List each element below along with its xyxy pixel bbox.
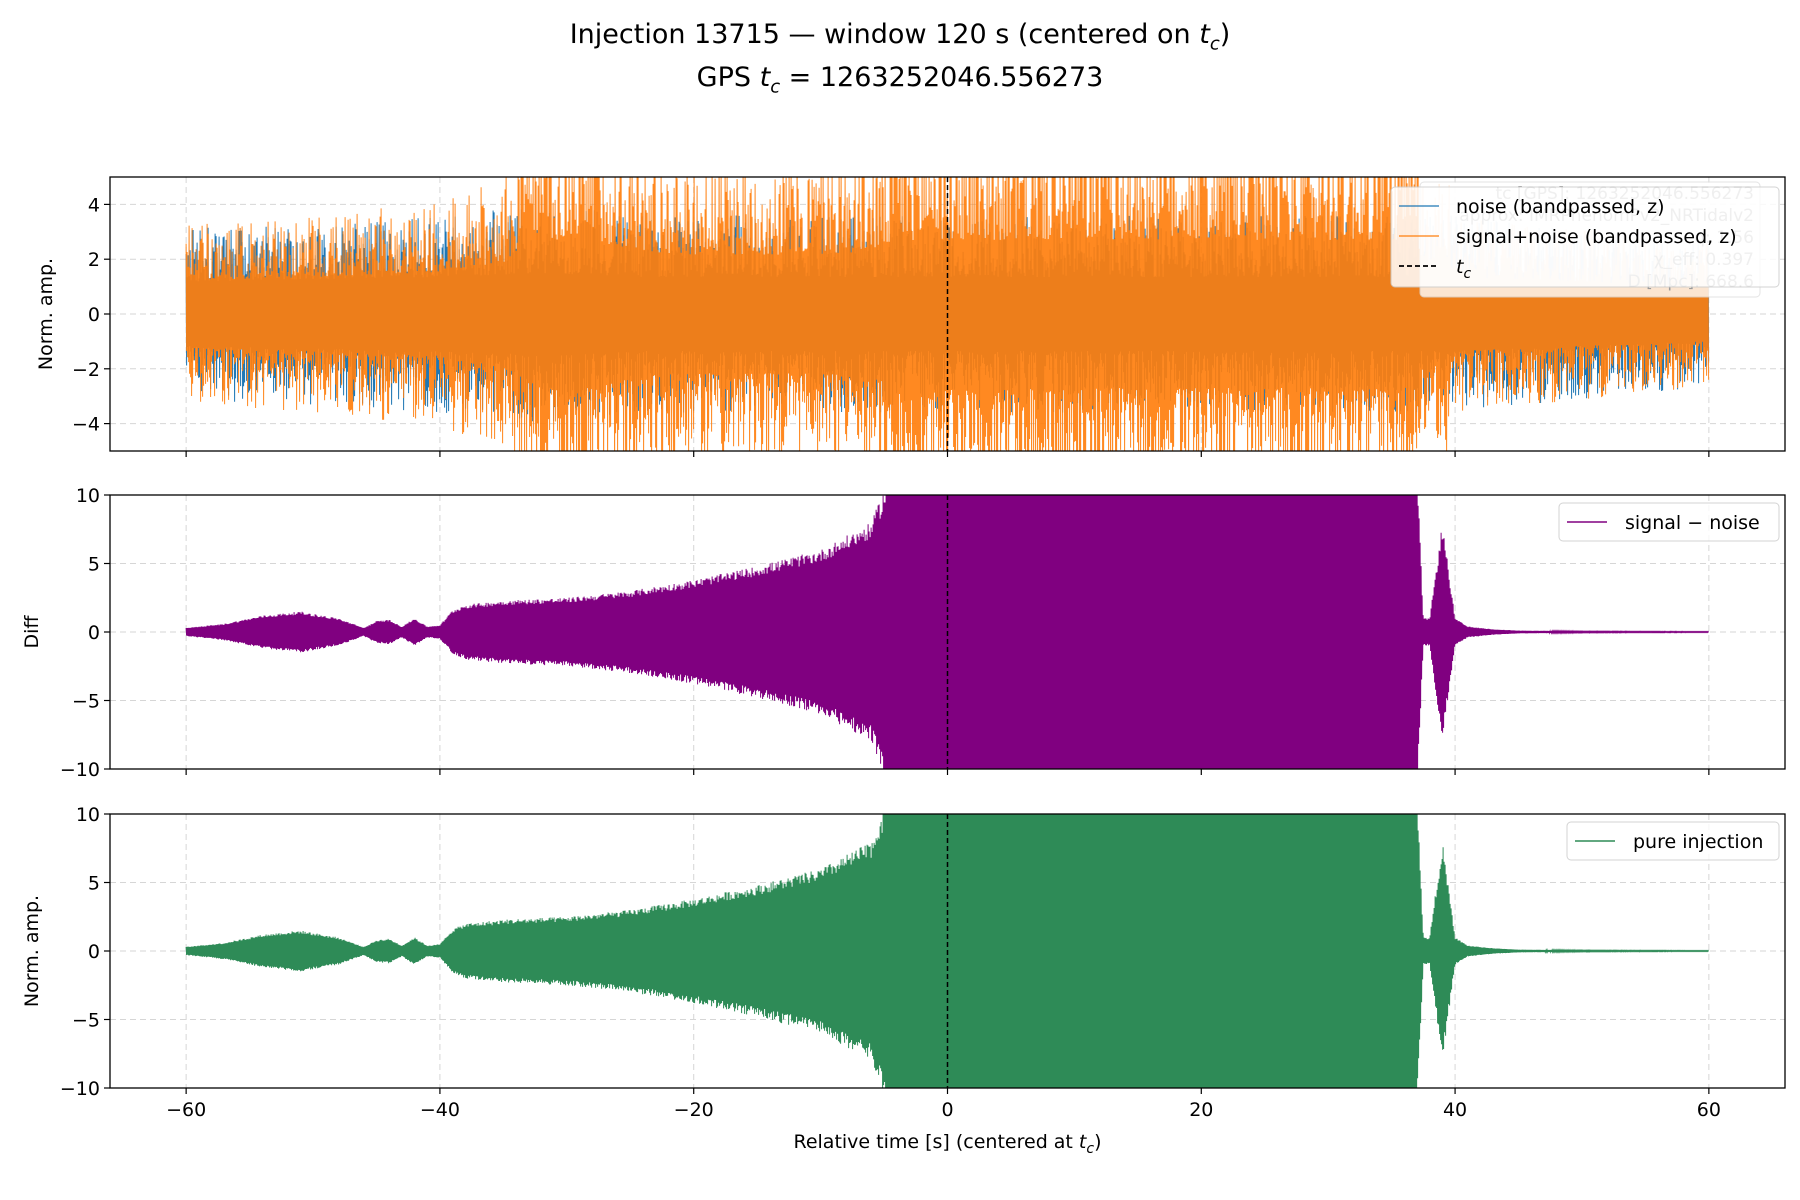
legend-label: pure injection <box>1633 831 1763 853</box>
legend-label: signal+noise (bandpassed, z) <box>1456 226 1737 248</box>
x-axis-label-main: Relative time [s] (centered at <box>793 1131 1078 1153</box>
x-tick-label: 60 <box>1697 1099 1721 1121</box>
y-tick-label: 10 <box>76 485 100 507</box>
x-tick-label: 0 <box>941 1099 953 1121</box>
legend-frame <box>1566 821 1780 861</box>
y-tick-label: −5 <box>72 691 100 713</box>
y-tick-label: −10 <box>60 1078 100 1100</box>
y-tick-label: 10 <box>76 804 100 826</box>
legend: pure injection <box>1566 821 1780 861</box>
x-axis-label-t: t <box>1079 1131 1088 1153</box>
y-tick-label: −10 <box>60 759 100 781</box>
title-line-1: Injection 13715 — window 120 s (centered… <box>569 19 1231 55</box>
y-tick-label: 2 <box>88 249 100 271</box>
title-line-2: GPS tc = 1263252046.556273 <box>696 62 1104 98</box>
panel-middle: −10 −5 0 5 10 Diff signal − noise <box>21 485 1786 781</box>
y-axis-label: Norm. amp. <box>21 895 43 1007</box>
y-axis-label: Norm. amp. <box>35 258 57 370</box>
x-axis-label: Relative time [s] (centered at tc) <box>793 1131 1101 1157</box>
series-line-pure-injection <box>185 814 1710 1088</box>
legend-frame <box>1390 186 1780 288</box>
x-tick-label: −40 <box>420 1099 460 1121</box>
panel-bottom: −60 −40 −20 0 20 40 60 −10 −5 0 5 10 Norm. amp. pure … <box>21 804 1786 1157</box>
legend: signal − noise <box>1558 502 1780 542</box>
legend: noise (bandpassed, z) signal+noise (bandp… <box>1390 186 1780 288</box>
series-group <box>185 814 1710 1088</box>
y-tick-label: 0 <box>88 622 100 644</box>
y-tick-label: 0 <box>88 304 100 326</box>
x-tick-label: −60 <box>166 1099 206 1121</box>
x-axis-label-sub: c <box>1086 1141 1094 1157</box>
x-tick-label: 20 <box>1189 1099 1213 1121</box>
legend-label: noise (bandpassed, z) <box>1456 196 1665 218</box>
x-axis-label-end: ) <box>1094 1131 1101 1153</box>
legend-label-tc-sub: c <box>1463 266 1471 282</box>
y-tick-label: −2 <box>72 359 100 381</box>
x-tick-label: −20 <box>674 1099 714 1121</box>
y-tick-label: −5 <box>72 1010 100 1032</box>
figure-title: Injection 13715 — window 120 s (centered… <box>0 18 1800 105</box>
x-tick-label: 40 <box>1443 1099 1467 1121</box>
y-tick-label: 4 <box>88 194 100 216</box>
legend-frame <box>1558 502 1780 542</box>
y-axis-label: Diff <box>21 615 43 649</box>
y-tick-label: 0 <box>88 941 100 963</box>
legend-label: signal − noise <box>1625 512 1760 534</box>
y-tick-label: −4 <box>72 414 100 436</box>
y-tick-label: 5 <box>88 873 100 895</box>
y-tick-label: 5 <box>88 554 100 576</box>
